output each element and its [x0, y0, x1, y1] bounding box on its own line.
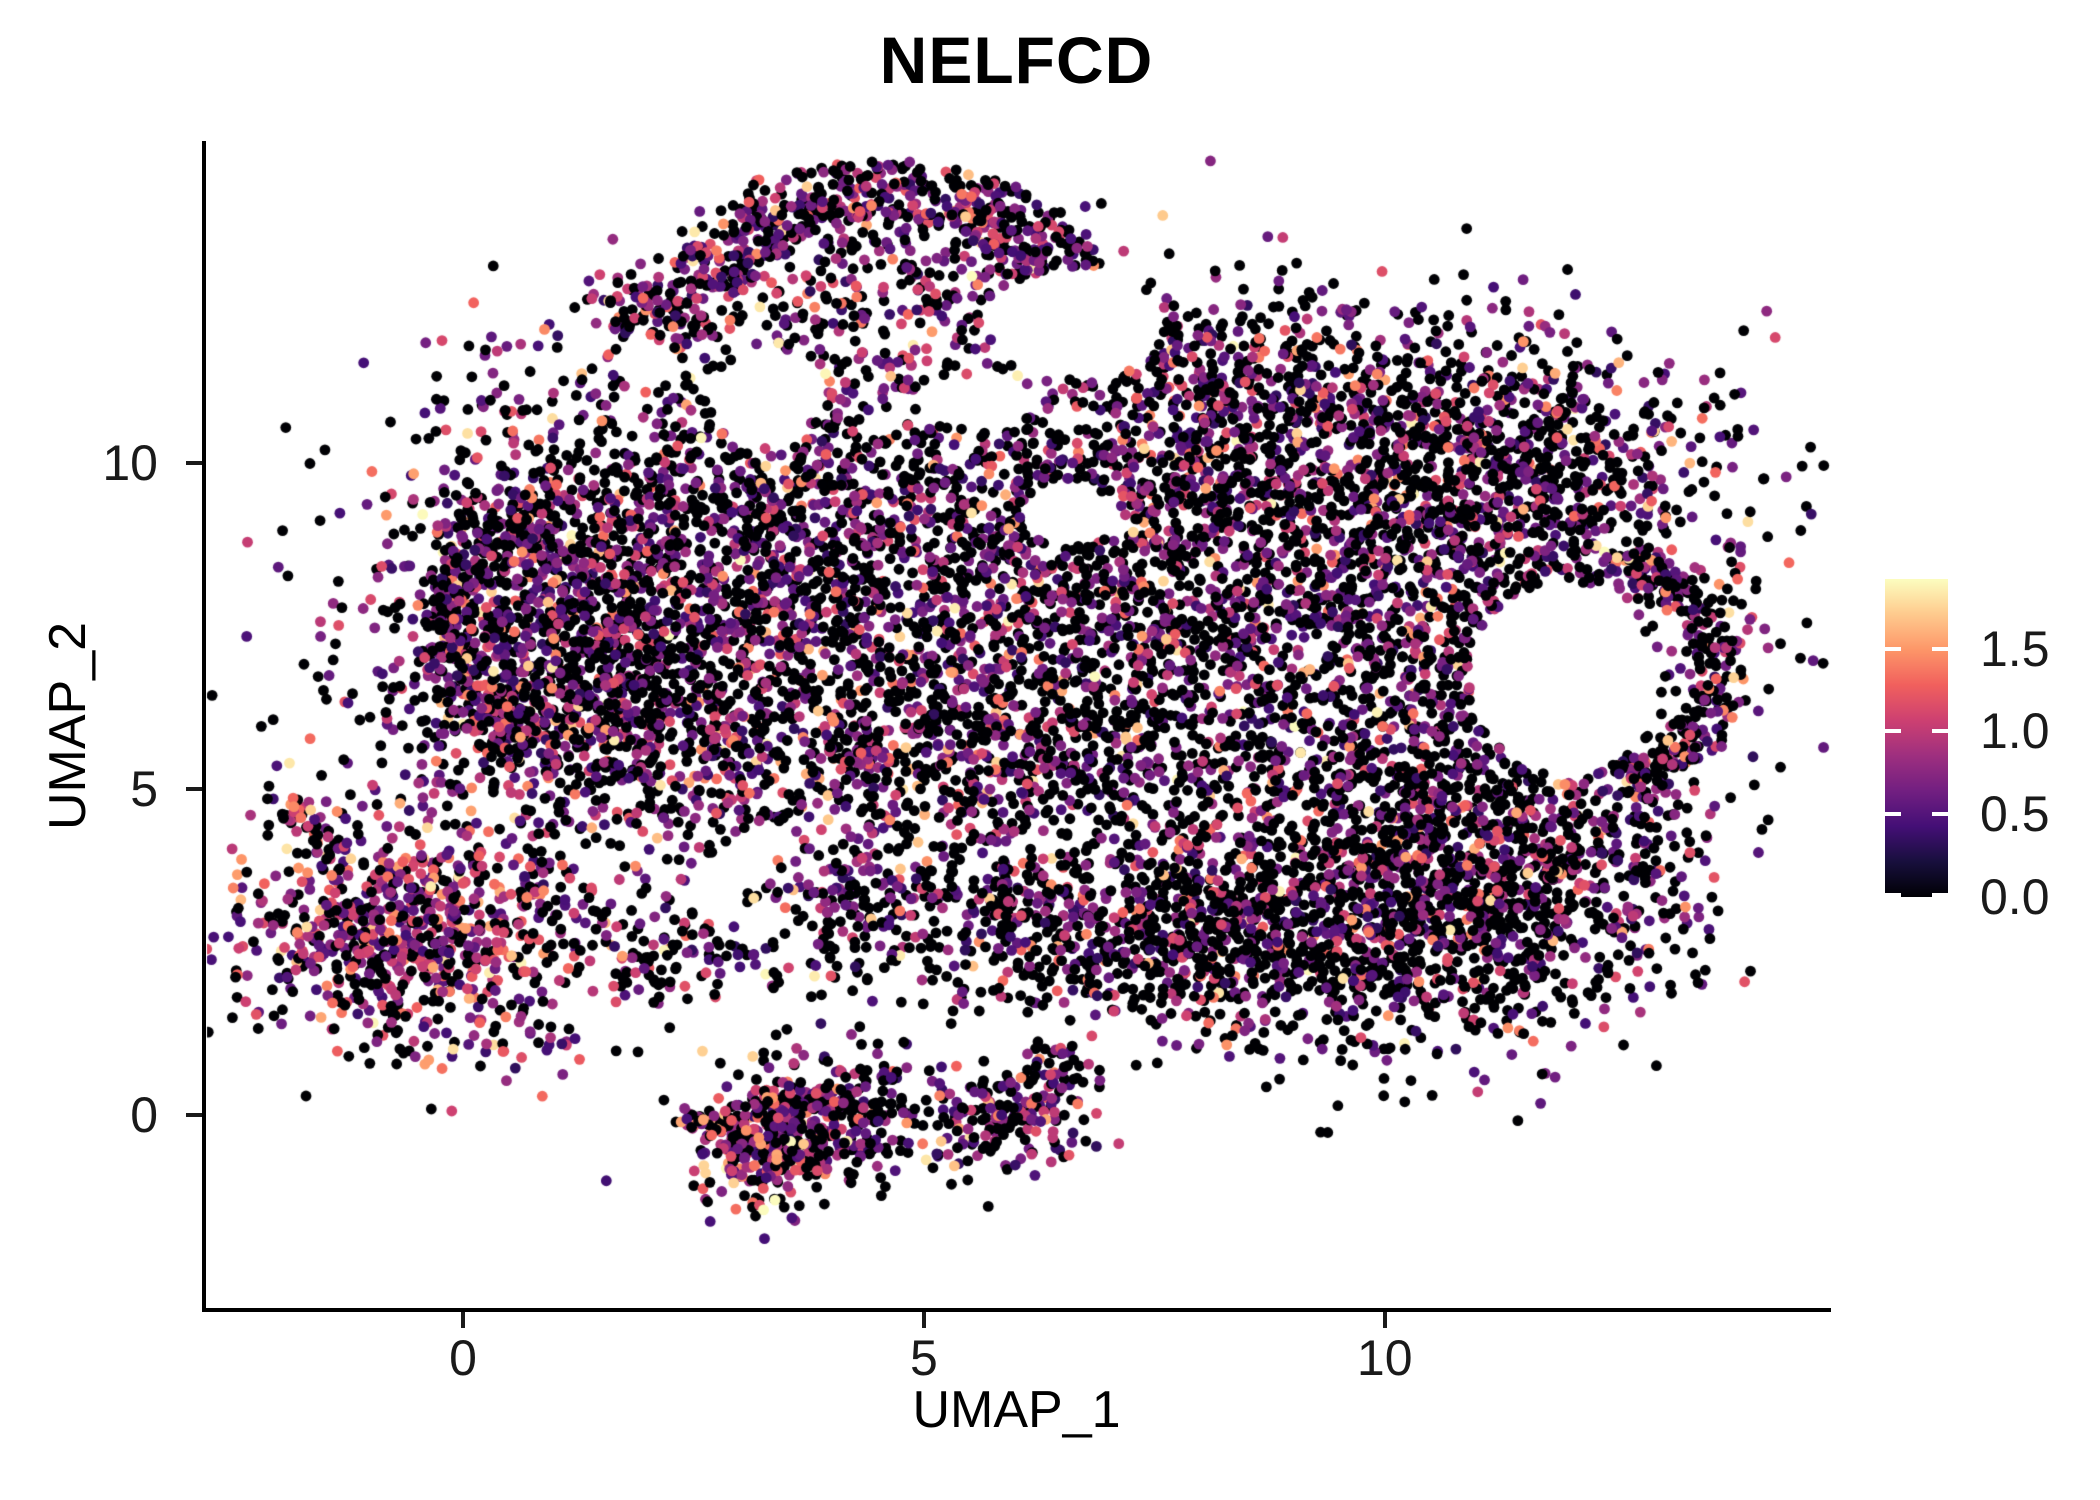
- colorbar-tick-mark: [1932, 646, 1948, 651]
- colorbar-tick-mark: [1885, 812, 1901, 817]
- x-axis-title: UMAP_1: [912, 1381, 1121, 1439]
- colorbar-gradient: [1885, 579, 1948, 897]
- x-tick-mark: [1382, 1312, 1387, 1328]
- x-tick-label: 0: [449, 1330, 477, 1386]
- y-tick-label: 0: [130, 1087, 158, 1144]
- colorbar-tick-label: 0.0: [1980, 869, 2050, 925]
- y-tick-mark: [186, 787, 202, 792]
- chart-title: NELFCD: [879, 23, 1154, 97]
- x-tick-mark: [461, 1312, 465, 1328]
- colorbar-tick-mark: [1885, 893, 1901, 897]
- colorbar-tick-mark: [1932, 729, 1948, 734]
- y-axis-title: UMAP_2: [39, 621, 97, 831]
- x-tick-mark: [921, 1312, 926, 1328]
- colorbar-tick-label: 1.5: [1980, 620, 2050, 677]
- colorbar-tick-mark: [1932, 812, 1948, 817]
- x-axis-line: [202, 1308, 1831, 1312]
- x-tick-label: 5: [909, 1330, 938, 1386]
- colorbar-tick-mark: [1885, 729, 1901, 734]
- x-tick-label: 10: [1356, 1330, 1413, 1386]
- y-axis-line: [202, 141, 206, 1312]
- colorbar-tick-label: 0.5: [1980, 786, 2050, 843]
- colorbar-tick-label: 1.0: [1980, 703, 2050, 760]
- y-tick-mark: [186, 1113, 202, 1118]
- y-tick-mark: [186, 461, 202, 466]
- y-tick-label: 10: [102, 435, 158, 492]
- colorbar-legend: 1.5 1.0 0.5 0.0: [1885, 579, 2050, 923]
- colorbar-tick-mark: [1932, 893, 1948, 897]
- y-tick-label: 5: [130, 761, 158, 818]
- colorbar-tick-mark: [1885, 646, 1901, 651]
